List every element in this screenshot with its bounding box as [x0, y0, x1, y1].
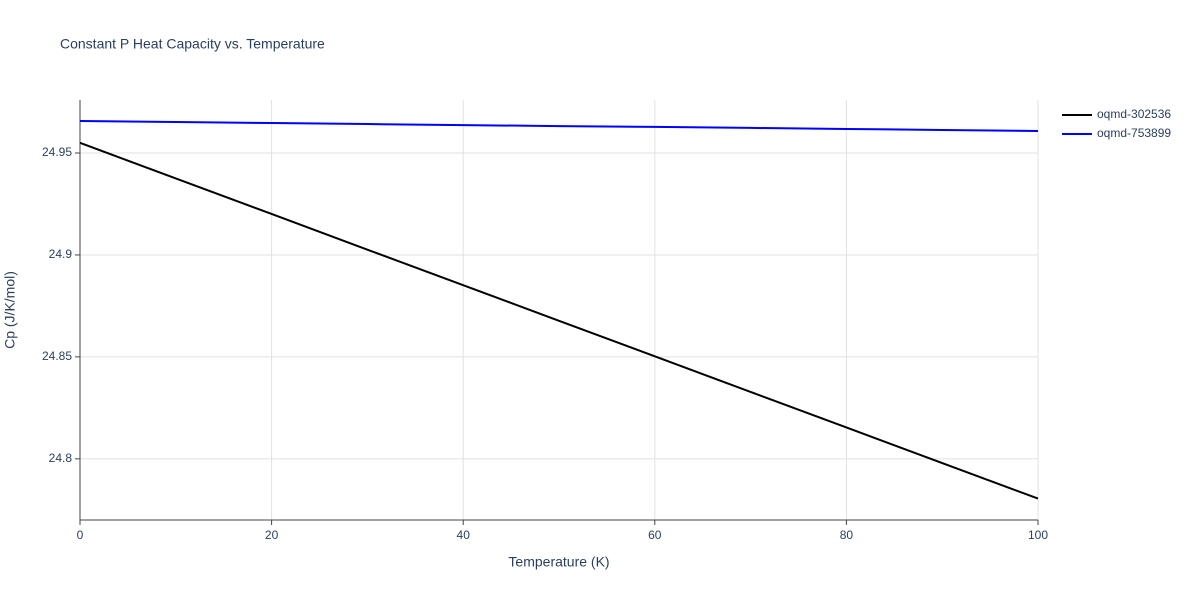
- y-tick-label: 24.9: [49, 247, 73, 261]
- series-line: [79, 141, 1039, 500]
- chart-title: Constant P Heat Capacity vs. Temperature: [60, 36, 325, 52]
- series-line: [79, 120, 1039, 132]
- y-tick-label: 24.85: [42, 349, 72, 363]
- x-tick-label: 100: [1028, 528, 1048, 542]
- y-axis-title: Cp (J/K/mol): [2, 271, 18, 349]
- x-tick-label: 0: [77, 528, 84, 542]
- x-tick-label: 80: [840, 528, 854, 542]
- y-tick-label: 24.8: [49, 451, 73, 465]
- x-tick-label: 60: [648, 528, 662, 542]
- y-tick-label: 24.95: [42, 145, 72, 159]
- x-tick-label: 40: [457, 528, 471, 542]
- legend-label: oqmd-302536: [1097, 107, 1171, 121]
- x-axis-title: Temperature (K): [508, 554, 609, 570]
- legend-label: oqmd-753899: [1097, 126, 1171, 140]
- x-tick-label: 20: [265, 528, 279, 542]
